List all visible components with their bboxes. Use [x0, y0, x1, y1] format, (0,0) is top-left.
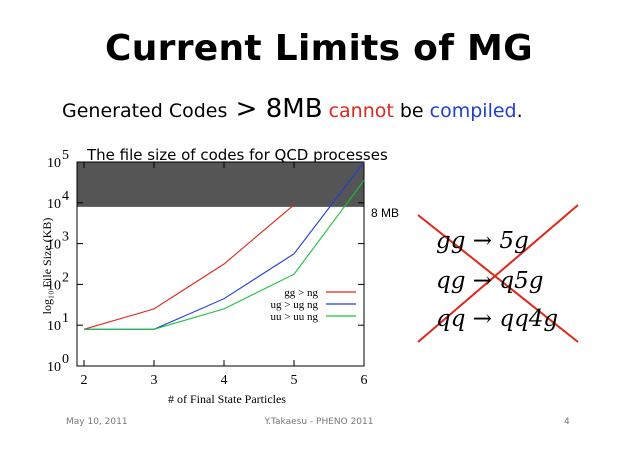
legend-label-2: ug > ug ng — [271, 299, 319, 311]
y-tick-exponent: 4 — [62, 189, 69, 204]
limit-label: 8 MB — [371, 206, 399, 220]
x-axis-label: # of Final State Particles — [168, 392, 286, 406]
series-line-3 — [84, 180, 365, 330]
shaded-limit-region — [77, 162, 364, 207]
y-axis-label: log₁₀ File Size (KB) — [40, 218, 54, 315]
y-tick-label: 10 — [47, 197, 61, 212]
process-qq-qq4g: qq → qq4g — [436, 306, 559, 332]
x-tick-label: 2 — [81, 373, 88, 388]
y-tick-exponent: 1 — [62, 311, 69, 326]
cross-line-2 — [417, 204, 579, 343]
y-tick-exponent: 5 — [62, 148, 69, 163]
x-tick-label: 6 — [361, 373, 368, 388]
subtitle-text: Generated Codes — [62, 100, 228, 122]
legend-label-1: gg > ng — [284, 287, 318, 299]
subtitle-size: 8MB — [265, 94, 323, 124]
slide-title: Current Limits of MG — [105, 28, 533, 69]
x-tick-label: 4 — [221, 373, 228, 388]
y-tick-exponent: 0 — [62, 352, 69, 367]
series-line-1 — [83, 204, 295, 330]
process-qg-q5g: qg → q5g — [436, 268, 544, 294]
y-tick-label: 10 — [47, 319, 61, 334]
footer-date: May 10, 2011 — [66, 417, 128, 427]
subtitle-gt: > — [227, 94, 266, 124]
x-tick-label: 5 — [291, 373, 298, 388]
y-tick-label: 10 — [47, 360, 61, 375]
process-gg-5g: gg → 5g — [436, 228, 529, 254]
slide-subtitle: Generated Codes > 8MB cannot be compiled… — [62, 94, 523, 124]
x-tick-label: 3 — [151, 373, 158, 388]
subtitle-compiled: compiled — [429, 100, 517, 122]
y-tick-label: 10 — [47, 238, 61, 253]
footer-page-number: 4 — [564, 417, 570, 427]
subtitle-be: be — [393, 100, 430, 122]
subtitle-period: . — [516, 100, 523, 122]
footer-author: Y.Takaesu - PHENO 2011 — [264, 417, 374, 427]
subtitle-cannot: cannot — [322, 100, 394, 122]
y-tick-exponent: 2 — [62, 270, 69, 285]
legend-label-3: uu > uu ng — [271, 311, 319, 323]
plot-frame — [76, 161, 365, 367]
plot-caption: The file size of codes for QCD processes — [87, 146, 388, 164]
y-tick-label: 10 — [47, 156, 61, 171]
y-tick-label: 10 — [47, 278, 61, 293]
y-tick-exponent: 3 — [62, 230, 69, 245]
cross-line-1 — [417, 214, 579, 343]
